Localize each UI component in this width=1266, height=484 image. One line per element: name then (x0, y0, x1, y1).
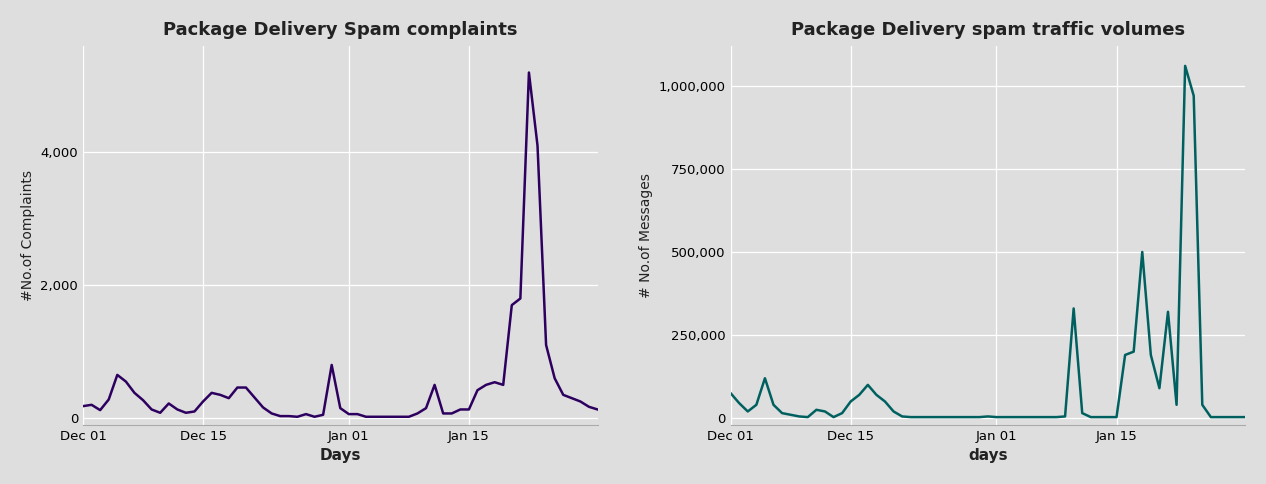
Y-axis label: # No.of Messages: # No.of Messages (639, 173, 653, 298)
Title: Package Delivery spam traffic volumes: Package Delivery spam traffic volumes (791, 21, 1185, 39)
Title: Package Delivery Spam complaints: Package Delivery Spam complaints (163, 21, 518, 39)
X-axis label: days: days (968, 448, 1008, 463)
Y-axis label: #No.of Complaints: #No.of Complaints (20, 170, 35, 301)
X-axis label: Days: Days (319, 448, 361, 463)
